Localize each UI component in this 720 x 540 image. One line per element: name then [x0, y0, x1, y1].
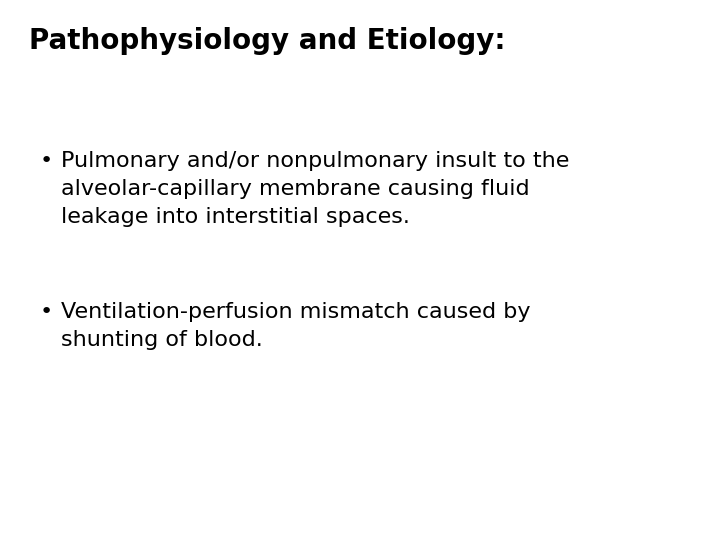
Text: Pathophysiology and Etiology:: Pathophysiology and Etiology:: [29, 27, 505, 55]
Text: Pulmonary and/or nonpulmonary insult to the
alveolar-capillary membrane causing : Pulmonary and/or nonpulmonary insult to …: [61, 151, 570, 227]
Text: •: •: [40, 151, 53, 171]
Text: Ventilation-perfusion mismatch caused by
shunting of blood.: Ventilation-perfusion mismatch caused by…: [61, 302, 531, 350]
Text: •: •: [40, 302, 53, 322]
